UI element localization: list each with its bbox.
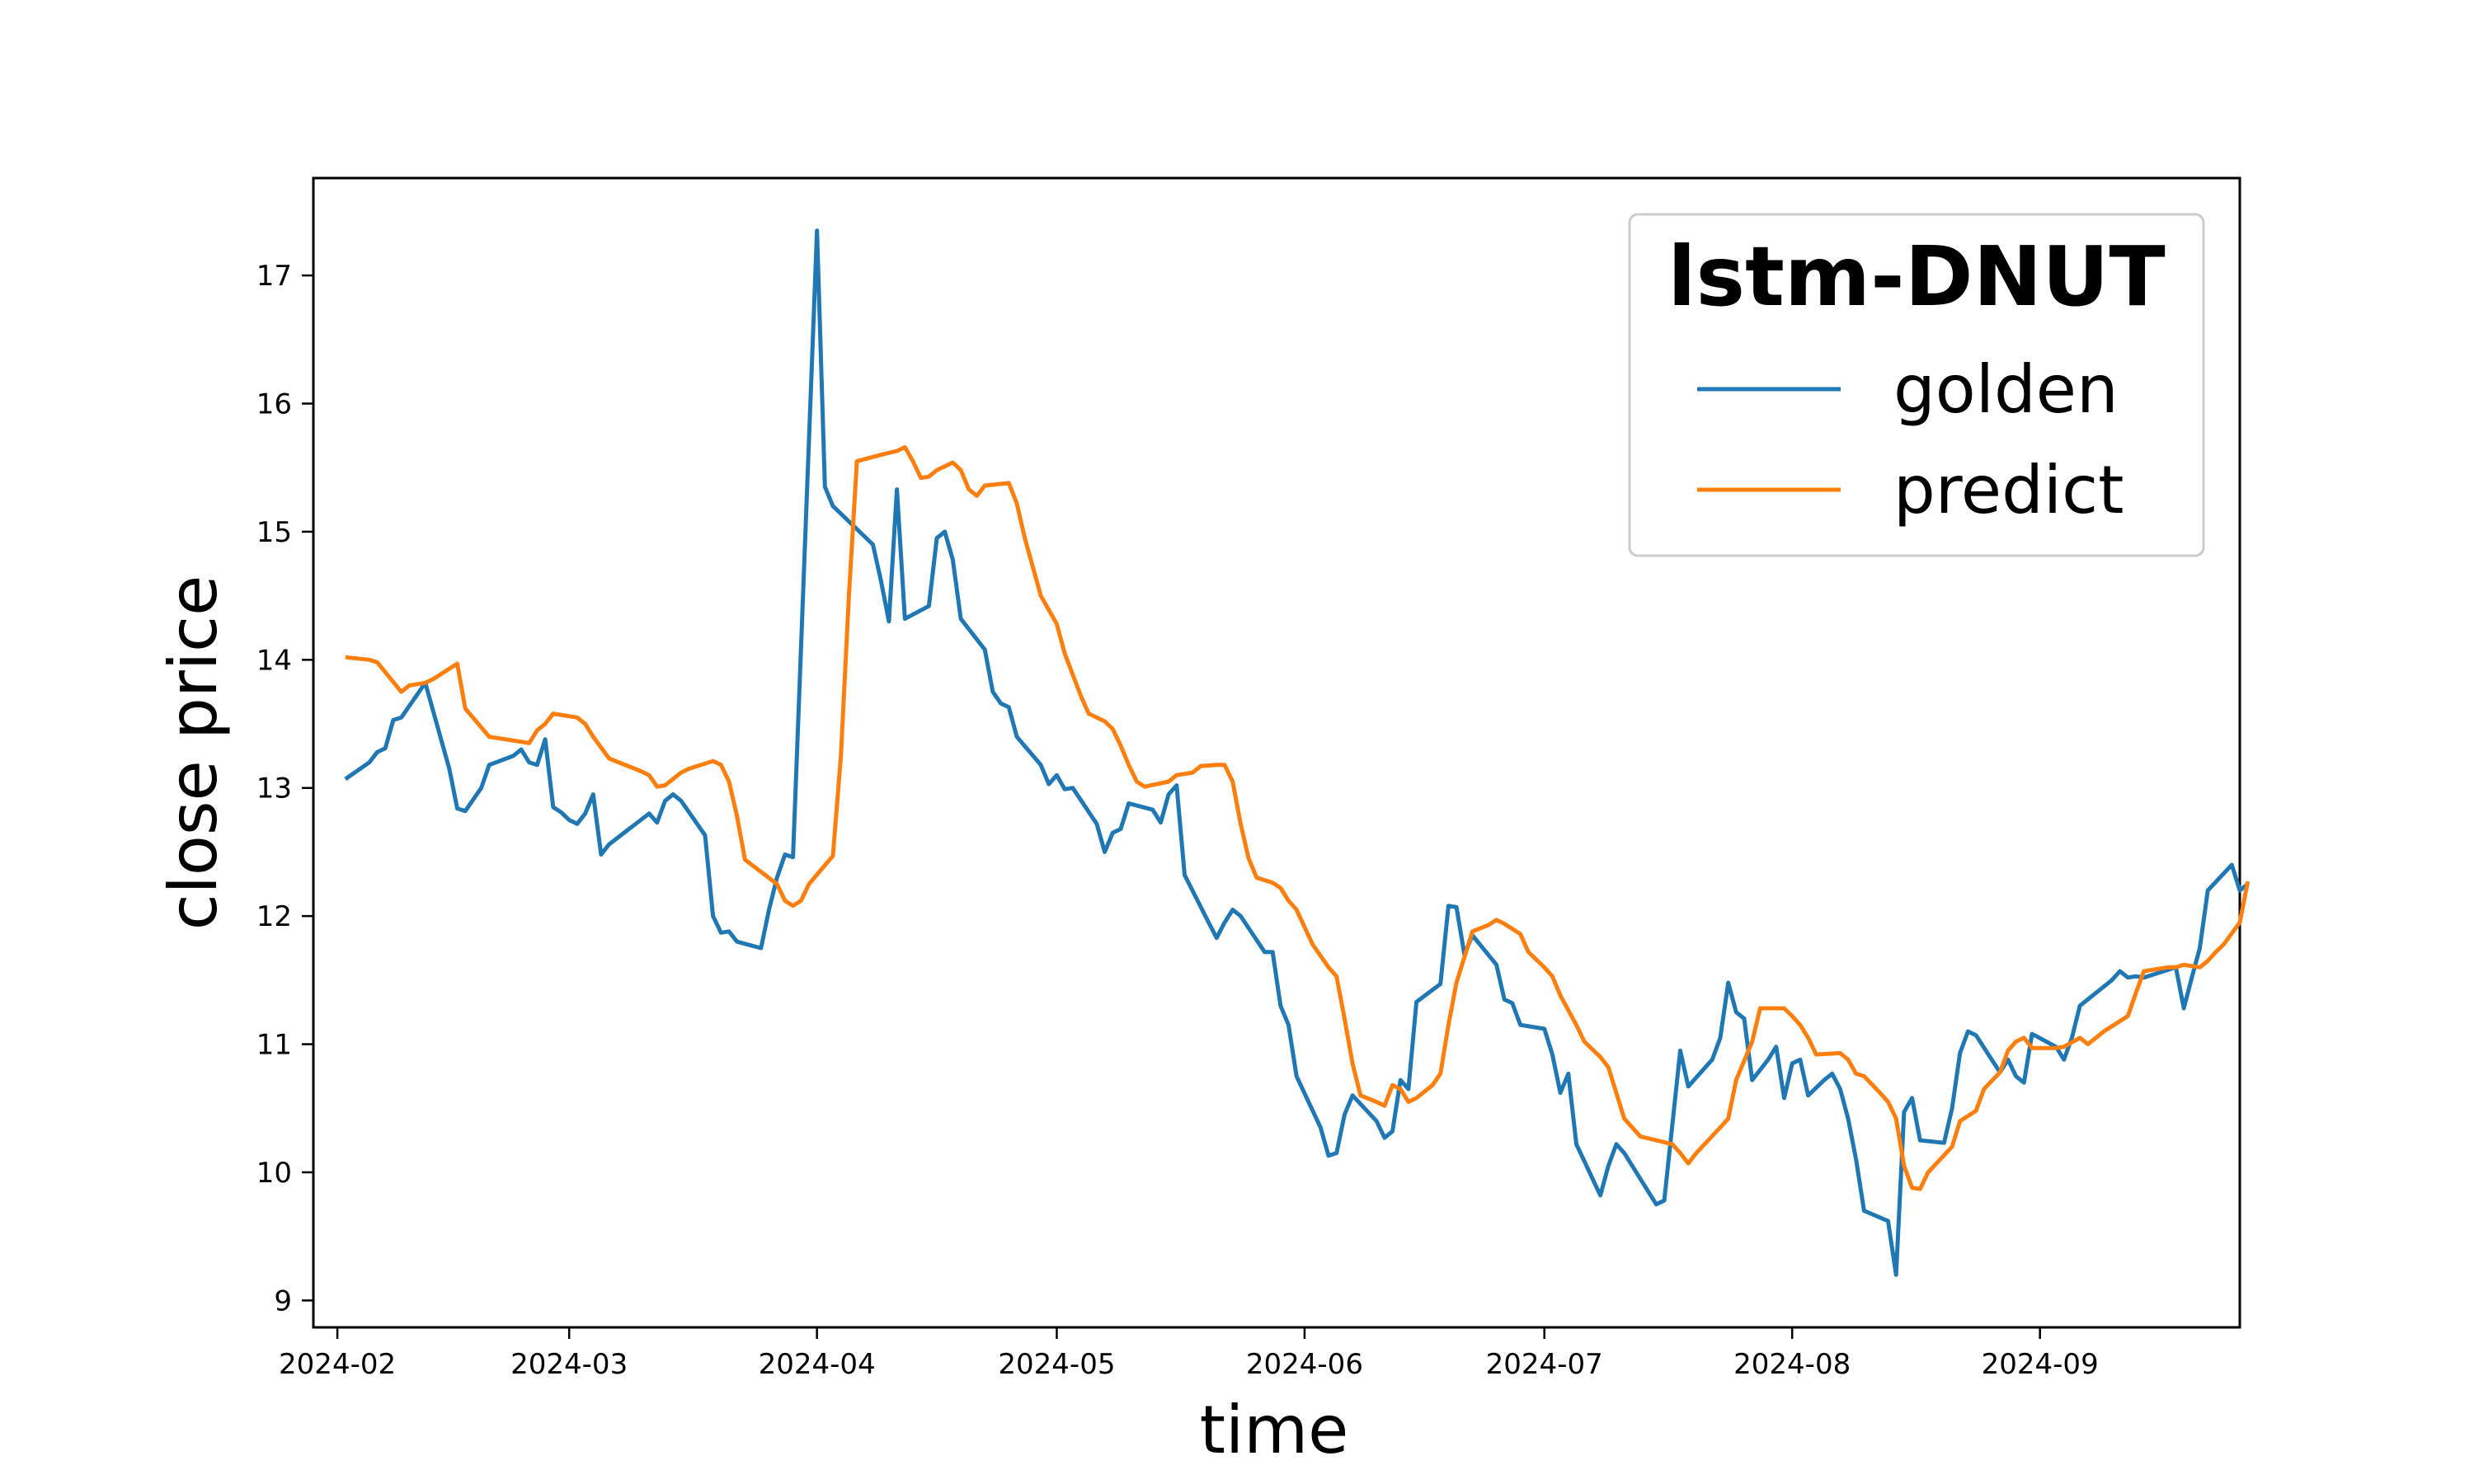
x-tick-label: 2024-06 xyxy=(1246,1348,1363,1381)
x-tick-label: 2024-09 xyxy=(1982,1348,2099,1381)
y-tick-label: 15 xyxy=(256,516,292,549)
y-tick-label: 12 xyxy=(256,900,292,933)
x-tick-label: 2024-05 xyxy=(998,1348,1115,1381)
y-tick-label: 14 xyxy=(256,644,292,677)
y-tick-label: 10 xyxy=(256,1157,292,1190)
x-tick-label: 2024-08 xyxy=(1733,1348,1851,1381)
series-line-predict xyxy=(345,444,2251,1191)
y-axis: 9 10 11 12 13 14 15 16 17 xyxy=(256,260,313,1317)
y-tick-label: 9 xyxy=(274,1284,292,1317)
x-tick-label: 2024-07 xyxy=(1486,1348,1603,1381)
y-axis-title: close price xyxy=(155,575,232,931)
x-axis-title: time xyxy=(1200,1392,1349,1468)
y-tick-label: 11 xyxy=(256,1029,292,1062)
y-tick-label: 17 xyxy=(256,260,292,293)
series-layer xyxy=(344,228,2251,1277)
x-tick-label: 2024-04 xyxy=(759,1348,876,1381)
y-tick-label: 13 xyxy=(256,773,292,805)
legend-title: lstm-DNUT xyxy=(1667,228,2165,325)
x-axis: 2024-02 2024-03 2024-04 2024-05 2024-06 2024-… xyxy=(279,1327,2099,1381)
legend-label-predict: predict xyxy=(1893,452,2124,528)
x-tick-label: 2024-02 xyxy=(279,1348,396,1381)
legend-label-golden: golden xyxy=(1893,351,2119,428)
y-tick-label: 16 xyxy=(256,388,292,421)
legend-box xyxy=(1628,213,2205,557)
series-line-golden xyxy=(344,228,2250,1277)
plot-frame xyxy=(312,176,2241,1329)
x-tick-label: 2024-03 xyxy=(510,1348,628,1381)
legend: lstm-DNUT golden predict xyxy=(1628,213,2205,557)
